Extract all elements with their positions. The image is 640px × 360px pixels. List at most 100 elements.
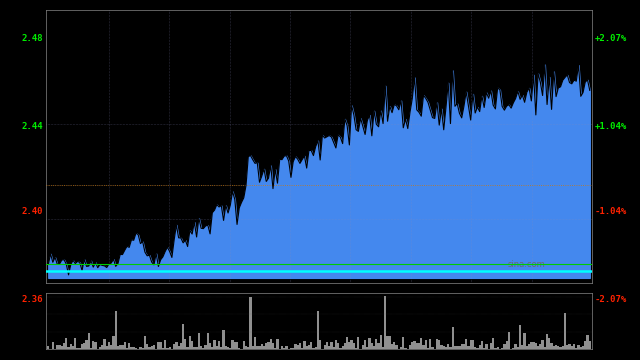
Bar	[232, 341, 234, 349]
Bar	[168, 347, 171, 349]
Bar	[519, 325, 521, 349]
Bar	[166, 348, 168, 349]
Bar	[90, 348, 92, 349]
Bar	[537, 346, 540, 349]
Bar	[485, 345, 488, 349]
Bar	[182, 324, 184, 349]
Bar	[126, 347, 128, 349]
Bar	[250, 297, 252, 349]
Bar	[153, 345, 155, 349]
Bar	[550, 343, 553, 349]
Bar	[175, 342, 177, 349]
Bar	[467, 346, 470, 349]
Bar	[58, 345, 61, 349]
Bar	[94, 342, 97, 349]
Bar	[503, 345, 506, 349]
Bar	[72, 346, 74, 349]
Bar	[256, 346, 259, 349]
Bar	[371, 343, 373, 349]
Bar	[438, 340, 440, 349]
Bar	[101, 345, 104, 349]
Bar	[492, 338, 494, 349]
Text: 2.36: 2.36	[22, 295, 44, 304]
Bar	[223, 330, 225, 349]
Bar	[292, 348, 294, 349]
Bar	[110, 345, 113, 349]
Bar	[214, 339, 216, 349]
Bar	[362, 345, 364, 349]
Bar	[189, 336, 191, 349]
Bar	[146, 344, 148, 349]
Bar	[580, 347, 582, 349]
Bar	[369, 338, 371, 349]
Bar	[204, 345, 207, 349]
Bar	[420, 338, 422, 349]
Bar	[184, 339, 186, 349]
Bar	[540, 345, 541, 349]
Bar	[440, 345, 443, 349]
Bar	[524, 333, 525, 349]
Bar	[220, 347, 223, 349]
Bar	[447, 344, 449, 349]
Bar	[429, 339, 431, 349]
Bar	[335, 340, 337, 349]
Bar	[577, 345, 580, 349]
Bar	[104, 339, 106, 349]
Bar	[387, 336, 388, 349]
Bar	[326, 342, 328, 349]
Bar	[337, 343, 339, 349]
Bar	[476, 348, 479, 349]
Bar	[366, 347, 369, 349]
Bar	[566, 345, 568, 349]
Bar	[67, 347, 70, 349]
Bar	[481, 341, 483, 349]
Bar	[225, 346, 227, 349]
Bar	[272, 343, 274, 349]
Bar	[364, 340, 366, 349]
Bar	[52, 342, 54, 349]
Bar	[117, 346, 119, 349]
Bar	[211, 347, 214, 349]
Bar	[177, 346, 180, 349]
Bar	[113, 336, 115, 349]
Bar	[285, 346, 287, 349]
Bar	[586, 335, 589, 349]
Bar	[564, 313, 566, 349]
Bar	[191, 341, 193, 349]
Bar	[436, 339, 438, 349]
Bar	[396, 345, 397, 349]
Bar	[319, 339, 321, 349]
Bar	[443, 346, 445, 349]
Bar	[449, 347, 452, 349]
Bar	[186, 347, 189, 349]
Bar	[472, 339, 474, 349]
Bar	[573, 344, 575, 349]
Bar	[348, 342, 351, 349]
Bar	[470, 340, 472, 349]
Bar	[314, 347, 317, 349]
Bar	[227, 347, 229, 349]
Bar	[144, 336, 146, 349]
Bar	[317, 311, 319, 349]
Bar	[61, 346, 63, 349]
Bar	[418, 343, 420, 349]
Bar	[63, 343, 65, 349]
Bar	[247, 347, 250, 349]
Bar	[265, 343, 268, 349]
Bar	[324, 345, 326, 349]
Bar	[424, 340, 427, 349]
Bar	[456, 346, 458, 349]
Bar	[263, 346, 265, 349]
Bar	[119, 345, 122, 349]
Bar	[81, 344, 83, 349]
Bar	[74, 338, 76, 349]
Bar	[525, 346, 528, 349]
Bar	[494, 348, 497, 349]
Bar	[575, 348, 577, 349]
Bar	[461, 343, 463, 349]
Text: 2.40: 2.40	[22, 207, 44, 216]
Bar	[532, 342, 534, 349]
Bar	[308, 345, 310, 349]
Bar	[83, 343, 85, 349]
Bar	[122, 345, 124, 349]
